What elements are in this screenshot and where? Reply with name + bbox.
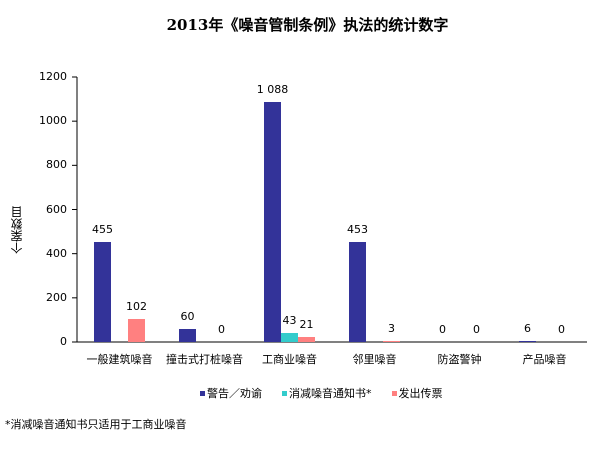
data-label: 453 (347, 222, 368, 236)
y-tick-label: 1000 (39, 114, 67, 128)
bar (298, 337, 315, 342)
legend-swatch-icon (391, 390, 397, 396)
legend-item: 警告／劝谕 (200, 385, 262, 401)
legend-item: 发出传票 (391, 385, 443, 401)
y-tick-label: 400 (46, 246, 67, 260)
legend-label: 消减噪音通知书* (289, 387, 372, 400)
y-tick-label: 200 (46, 290, 67, 304)
data-label: 1 088 (256, 82, 289, 96)
legend-item: 消减噪音通知书* (282, 385, 372, 401)
data-label: 0 (439, 323, 446, 336)
legend-label: 发出传票 (398, 387, 443, 400)
x-category-label: 邻里噪音 (352, 353, 397, 366)
bar (349, 241, 366, 342)
chart-title: 2013年《噪音管制条例》执法的统计数字 (166, 16, 449, 34)
bar (128, 319, 145, 342)
x-category-label: 工商业噪音 (262, 353, 317, 366)
bar (94, 241, 111, 342)
data-label: 455 (92, 222, 113, 236)
data-label: 60 (180, 309, 195, 323)
data-label: 6 (524, 321, 531, 335)
data-label: 102 (126, 300, 147, 314)
y-tick-label: 0 (60, 335, 67, 348)
bar (281, 332, 298, 342)
data-label: 0 (558, 323, 565, 336)
footnote: *消减噪音通知书只适用于工商业噪音 (5, 418, 187, 431)
legend-label: 警告／劝谕 (207, 387, 262, 400)
legend-swatch-icon (200, 390, 205, 396)
data-label: 43 (282, 313, 297, 327)
bar (519, 340, 536, 342)
x-category-label: 防盗警钟 (437, 353, 482, 366)
legend-swatch-icon (282, 390, 287, 396)
legend: 警告／劝谕 消减噪音通知书* 发出传票 (200, 385, 443, 401)
x-category-label: 一般建筑噪音 (86, 353, 153, 366)
bar (383, 341, 400, 342)
y-tick-label: 600 (46, 202, 67, 216)
data-label: 21 (299, 318, 314, 332)
bar (264, 101, 281, 342)
data-label: 0 (218, 323, 225, 336)
x-category-label: 撞击式打桩噪音 (166, 353, 243, 366)
y-tick-label: 800 (46, 158, 67, 172)
x-category-label: 产品噪音 (522, 353, 567, 366)
y-tick-label: 1200 (39, 70, 67, 83)
bar (179, 328, 196, 342)
data-label: 3 (388, 322, 395, 336)
data-label: 0 (473, 323, 480, 336)
